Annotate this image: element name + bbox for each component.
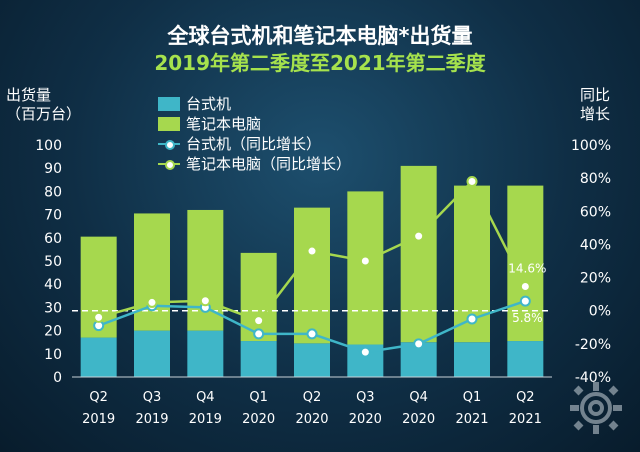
legend-item-notebook-growth: 笔记本电脑（同比增长） bbox=[158, 154, 358, 174]
x-axis-quarter-label: Q4 bbox=[409, 390, 428, 405]
point-desktop-growth bbox=[519, 295, 531, 307]
right-axis-tick-label: 40% bbox=[580, 237, 611, 253]
x-axis-quarter-label: Q4 bbox=[196, 390, 215, 405]
x-axis-year-label: 2020 bbox=[242, 412, 275, 427]
x-axis-quarter-label: Q3 bbox=[356, 390, 375, 405]
data-label: 14.6% bbox=[508, 262, 546, 276]
legend-label-notebook: 笔记本电脑 bbox=[186, 115, 262, 133]
bar-notebook bbox=[134, 213, 170, 331]
left-axis-title-line2: （百万台） bbox=[6, 105, 82, 123]
point-notebook-growth bbox=[253, 315, 265, 327]
right-axis-tick-label: 60% bbox=[580, 204, 611, 220]
left-axis-title: 出货量 （百万台） bbox=[6, 86, 81, 124]
point-desktop-growth bbox=[466, 313, 478, 325]
right-axis-tick-label: 100% bbox=[571, 138, 611, 154]
right-axis-tick-label: -20% bbox=[575, 337, 611, 353]
point-notebook-growth bbox=[413, 230, 425, 242]
point-desktop-growth bbox=[306, 328, 318, 340]
right-axis-title-line2: 增长 bbox=[580, 105, 611, 123]
point-notebook-growth bbox=[359, 255, 371, 267]
bar-desktop bbox=[134, 330, 170, 377]
x-axis-year-label: 2019 bbox=[82, 412, 115, 427]
right-axis-tick-label: 20% bbox=[580, 271, 611, 287]
bar-desktop bbox=[187, 330, 224, 377]
right-axis-title-line1: 同比 bbox=[580, 86, 611, 104]
data-label: 5.8% bbox=[512, 311, 543, 325]
left-axis-tick-label: 100 bbox=[35, 138, 62, 154]
right-axis-tick-label: -40% bbox=[575, 370, 611, 386]
x-axis-year-label: 2020 bbox=[295, 412, 328, 427]
left-axis-tick-label: 90 bbox=[44, 161, 62, 177]
left-axis-tick-label: 0 bbox=[53, 370, 62, 386]
bar-notebook bbox=[240, 252, 277, 342]
point-notebook-growth bbox=[146, 296, 158, 308]
x-axis-quarter-label: Q2 bbox=[89, 390, 108, 405]
left-axis-tick-label: 70 bbox=[44, 208, 62, 224]
left-axis-title-line1: 出货量 bbox=[6, 86, 52, 104]
bar-desktop bbox=[80, 337, 117, 377]
legend-label-desktop: 台式机 bbox=[186, 95, 232, 113]
legend-item-notebook: 笔记本电脑 bbox=[158, 114, 358, 134]
point-notebook-growth bbox=[519, 281, 531, 293]
left-axis-tick-label: 30 bbox=[44, 300, 62, 316]
legend-item-desktop: 台式机 bbox=[158, 94, 358, 114]
left-axis-tick-label: 60 bbox=[44, 231, 62, 247]
point-desktop-growth bbox=[359, 346, 371, 358]
chart-subtitle: 2019年第二季度至2021年第二季度 bbox=[154, 51, 486, 75]
legend-label-notebook-growth: 笔记本电脑（同比增长） bbox=[186, 155, 352, 173]
x-axis-quarter-label: Q2 bbox=[303, 390, 322, 405]
left-axis-tick-label: 50 bbox=[44, 254, 62, 270]
bar-desktop bbox=[294, 343, 330, 377]
point-notebook-growth bbox=[466, 175, 478, 187]
left-axis-tick-label: 10 bbox=[44, 347, 62, 363]
chart-title: 全球台式机和笔记本电脑*出货量 bbox=[167, 24, 473, 48]
point-notebook-growth bbox=[306, 245, 318, 257]
legend-item-desktop-growth: 台式机（同比增长） bbox=[158, 134, 358, 154]
left-axis-tick-label: 20 bbox=[44, 324, 62, 340]
bar-desktop bbox=[454, 342, 490, 377]
bar-desktop bbox=[507, 341, 544, 377]
legend-marker-desktop-growth bbox=[165, 140, 175, 150]
legend-swatch-desktop bbox=[158, 97, 180, 111]
bar-notebook bbox=[400, 165, 437, 343]
x-axis-year-label: 2020 bbox=[402, 412, 435, 427]
legend-label-desktop-growth: 台式机（同比增长） bbox=[186, 135, 322, 153]
point-notebook-growth bbox=[93, 311, 105, 323]
x-axis-quarter-label: Q1 bbox=[463, 390, 482, 405]
left-axis-tick-label: 80 bbox=[44, 184, 62, 200]
x-axis-quarter-label: Q2 bbox=[516, 390, 535, 405]
bar-notebook bbox=[347, 191, 384, 345]
right-axis-tick-label: 80% bbox=[580, 171, 611, 187]
legend-swatch-notebook bbox=[158, 117, 180, 131]
left-axis-tick-label: 40 bbox=[44, 277, 62, 293]
gear-watermark-icon bbox=[570, 382, 622, 434]
legend-marker-notebook-growth bbox=[165, 160, 175, 170]
bar-desktop bbox=[240, 341, 277, 377]
x-axis-year-label: 2019 bbox=[189, 412, 222, 427]
point-desktop-growth bbox=[413, 338, 425, 350]
x-axis-year-label: 2019 bbox=[135, 412, 168, 427]
x-axis-quarter-label: Q1 bbox=[249, 390, 268, 405]
point-notebook-growth bbox=[199, 295, 211, 307]
right-axis-title: 同比 增长 bbox=[580, 86, 610, 124]
x-axis-year-label: 2021 bbox=[509, 412, 542, 427]
x-axis-year-label: 2020 bbox=[349, 412, 382, 427]
x-axis-quarter-label: Q3 bbox=[143, 390, 162, 405]
right-axis-tick-label: 0% bbox=[589, 304, 611, 320]
bar-notebook bbox=[294, 207, 330, 344]
point-desktop-growth bbox=[253, 328, 265, 340]
x-axis-year-label: 2021 bbox=[455, 412, 488, 427]
